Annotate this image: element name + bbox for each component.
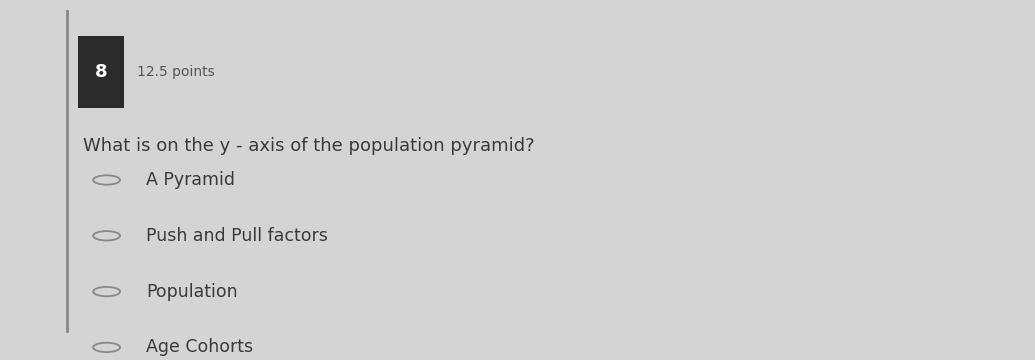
- Text: 12.5 points: 12.5 points: [137, 65, 214, 79]
- Text: Population: Population: [146, 283, 238, 301]
- Text: Age Cohorts: Age Cohorts: [146, 338, 254, 356]
- Text: A Pyramid: A Pyramid: [146, 171, 235, 189]
- Text: What is on the y - axis of the population pyramid?: What is on the y - axis of the populatio…: [83, 137, 534, 155]
- Text: Push and Pull factors: Push and Pull factors: [146, 227, 328, 245]
- Text: 8: 8: [94, 63, 108, 81]
